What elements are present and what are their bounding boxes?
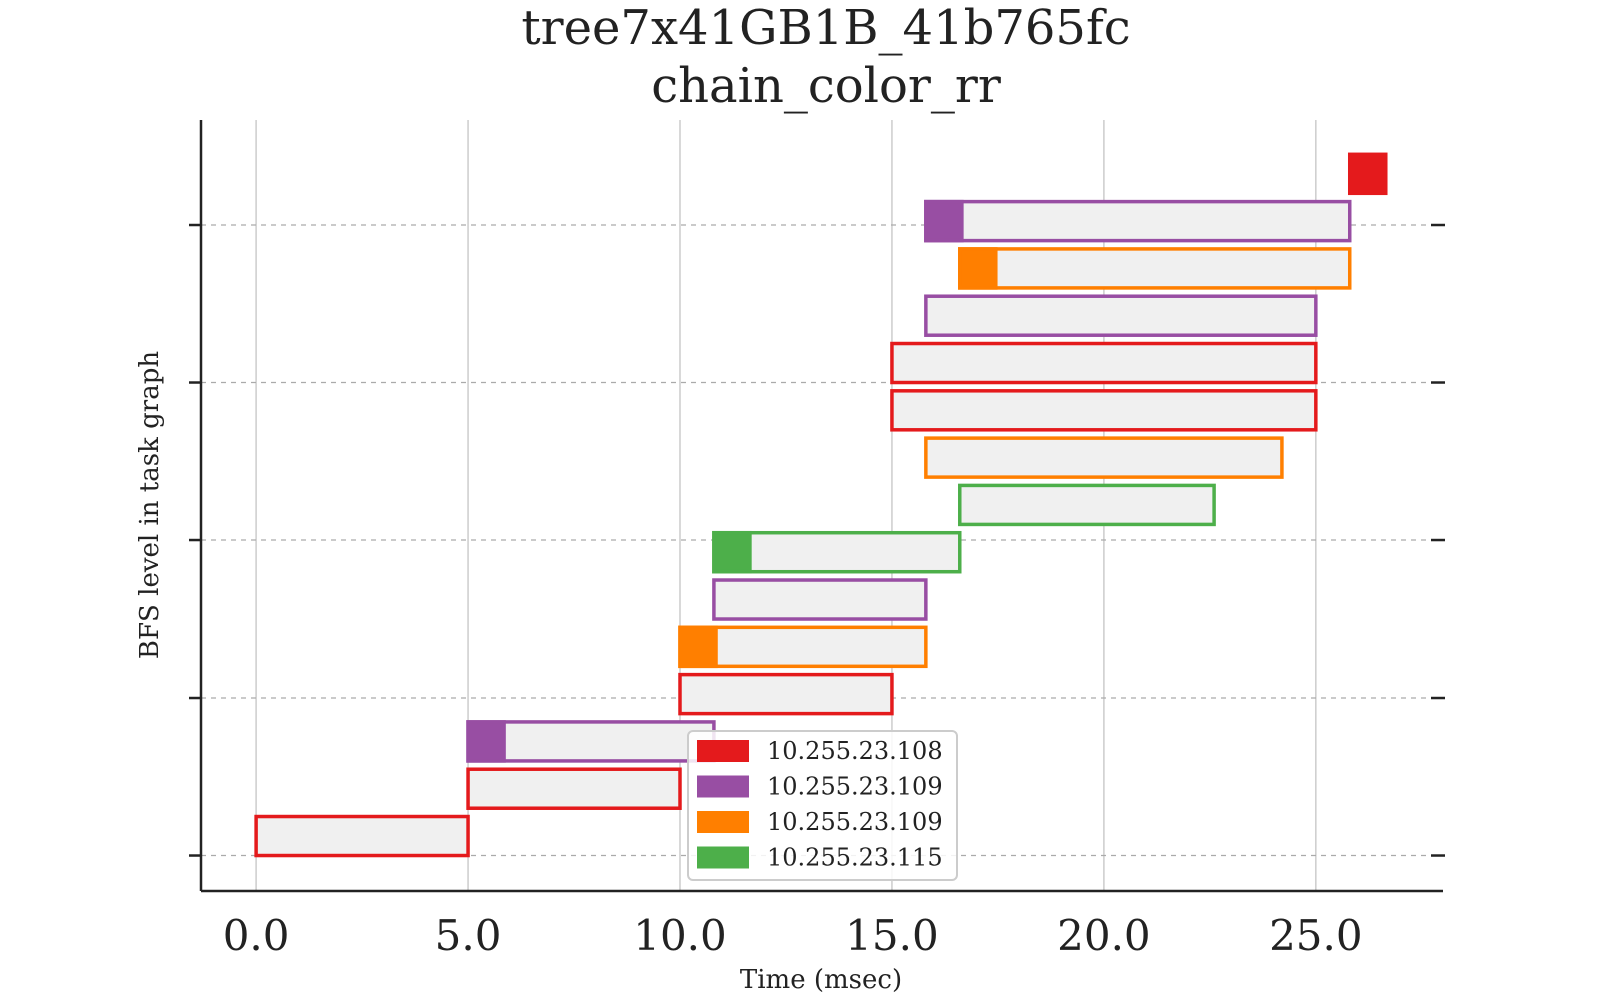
task-bar-head: [924, 199, 964, 243]
legend-label: 10.255.23.109: [767, 773, 943, 801]
legend-label: 10.255.23.109: [767, 808, 943, 836]
legend-box: [687, 730, 958, 881]
legend-swatch: [697, 811, 749, 833]
x-axis-tick-labels: 0.0 5.0 10.0 15.0 20.0 25.0: [223, 911, 1363, 960]
x-tick-label: 5.0: [435, 911, 502, 960]
legend-label: 10.255.23.115: [767, 844, 943, 872]
task-bar: [890, 341, 1318, 385]
task-bar: [958, 247, 1352, 290]
legend-label: 10.255.23.108: [767, 737, 943, 765]
chart-title: tree7x41GB1B_41b765fc: [521, 0, 1130, 56]
task-bar: [678, 625, 928, 669]
x-tick-label: 10.0: [633, 911, 727, 960]
y-axis-label: BFS level in task graph: [135, 351, 165, 659]
task-bars: [254, 152, 1388, 858]
task-bar: [466, 767, 682, 810]
task-bar-head: [1347, 152, 1388, 196]
task-bar: [712, 578, 928, 621]
task-bar: [924, 294, 1318, 337]
task-bar: [924, 199, 1352, 243]
x-tick-label: 0.0: [223, 911, 290, 960]
legend-swatch: [697, 740, 749, 762]
legend-swatch: [697, 846, 749, 869]
x-tick-label: 25.0: [1269, 911, 1363, 960]
y-axis-ticks: [189, 223, 1445, 857]
task-bar: [712, 530, 962, 574]
task-bar-head: [712, 530, 752, 574]
legend: 10.255.23.108 10.255.23.109 10.255.23.109 1…: [687, 730, 958, 881]
task-bar-head: [466, 720, 506, 763]
task-bar-head: [958, 247, 998, 290]
task-bar: [924, 436, 1284, 479]
task-bar-head: [678, 625, 718, 669]
x-tick-label: 20.0: [1057, 911, 1151, 960]
x-tick-label: 15.0: [845, 911, 939, 960]
chart-subtitle: chain_color_rr: [651, 58, 1001, 114]
task-bar: [254, 814, 470, 858]
legend-swatch: [697, 775, 749, 798]
task-bar: [890, 389, 1318, 432]
x-axis-label: Time (msec): [740, 965, 902, 995]
task-bar: [958, 483, 1216, 527]
task-bar: [678, 672, 894, 716]
